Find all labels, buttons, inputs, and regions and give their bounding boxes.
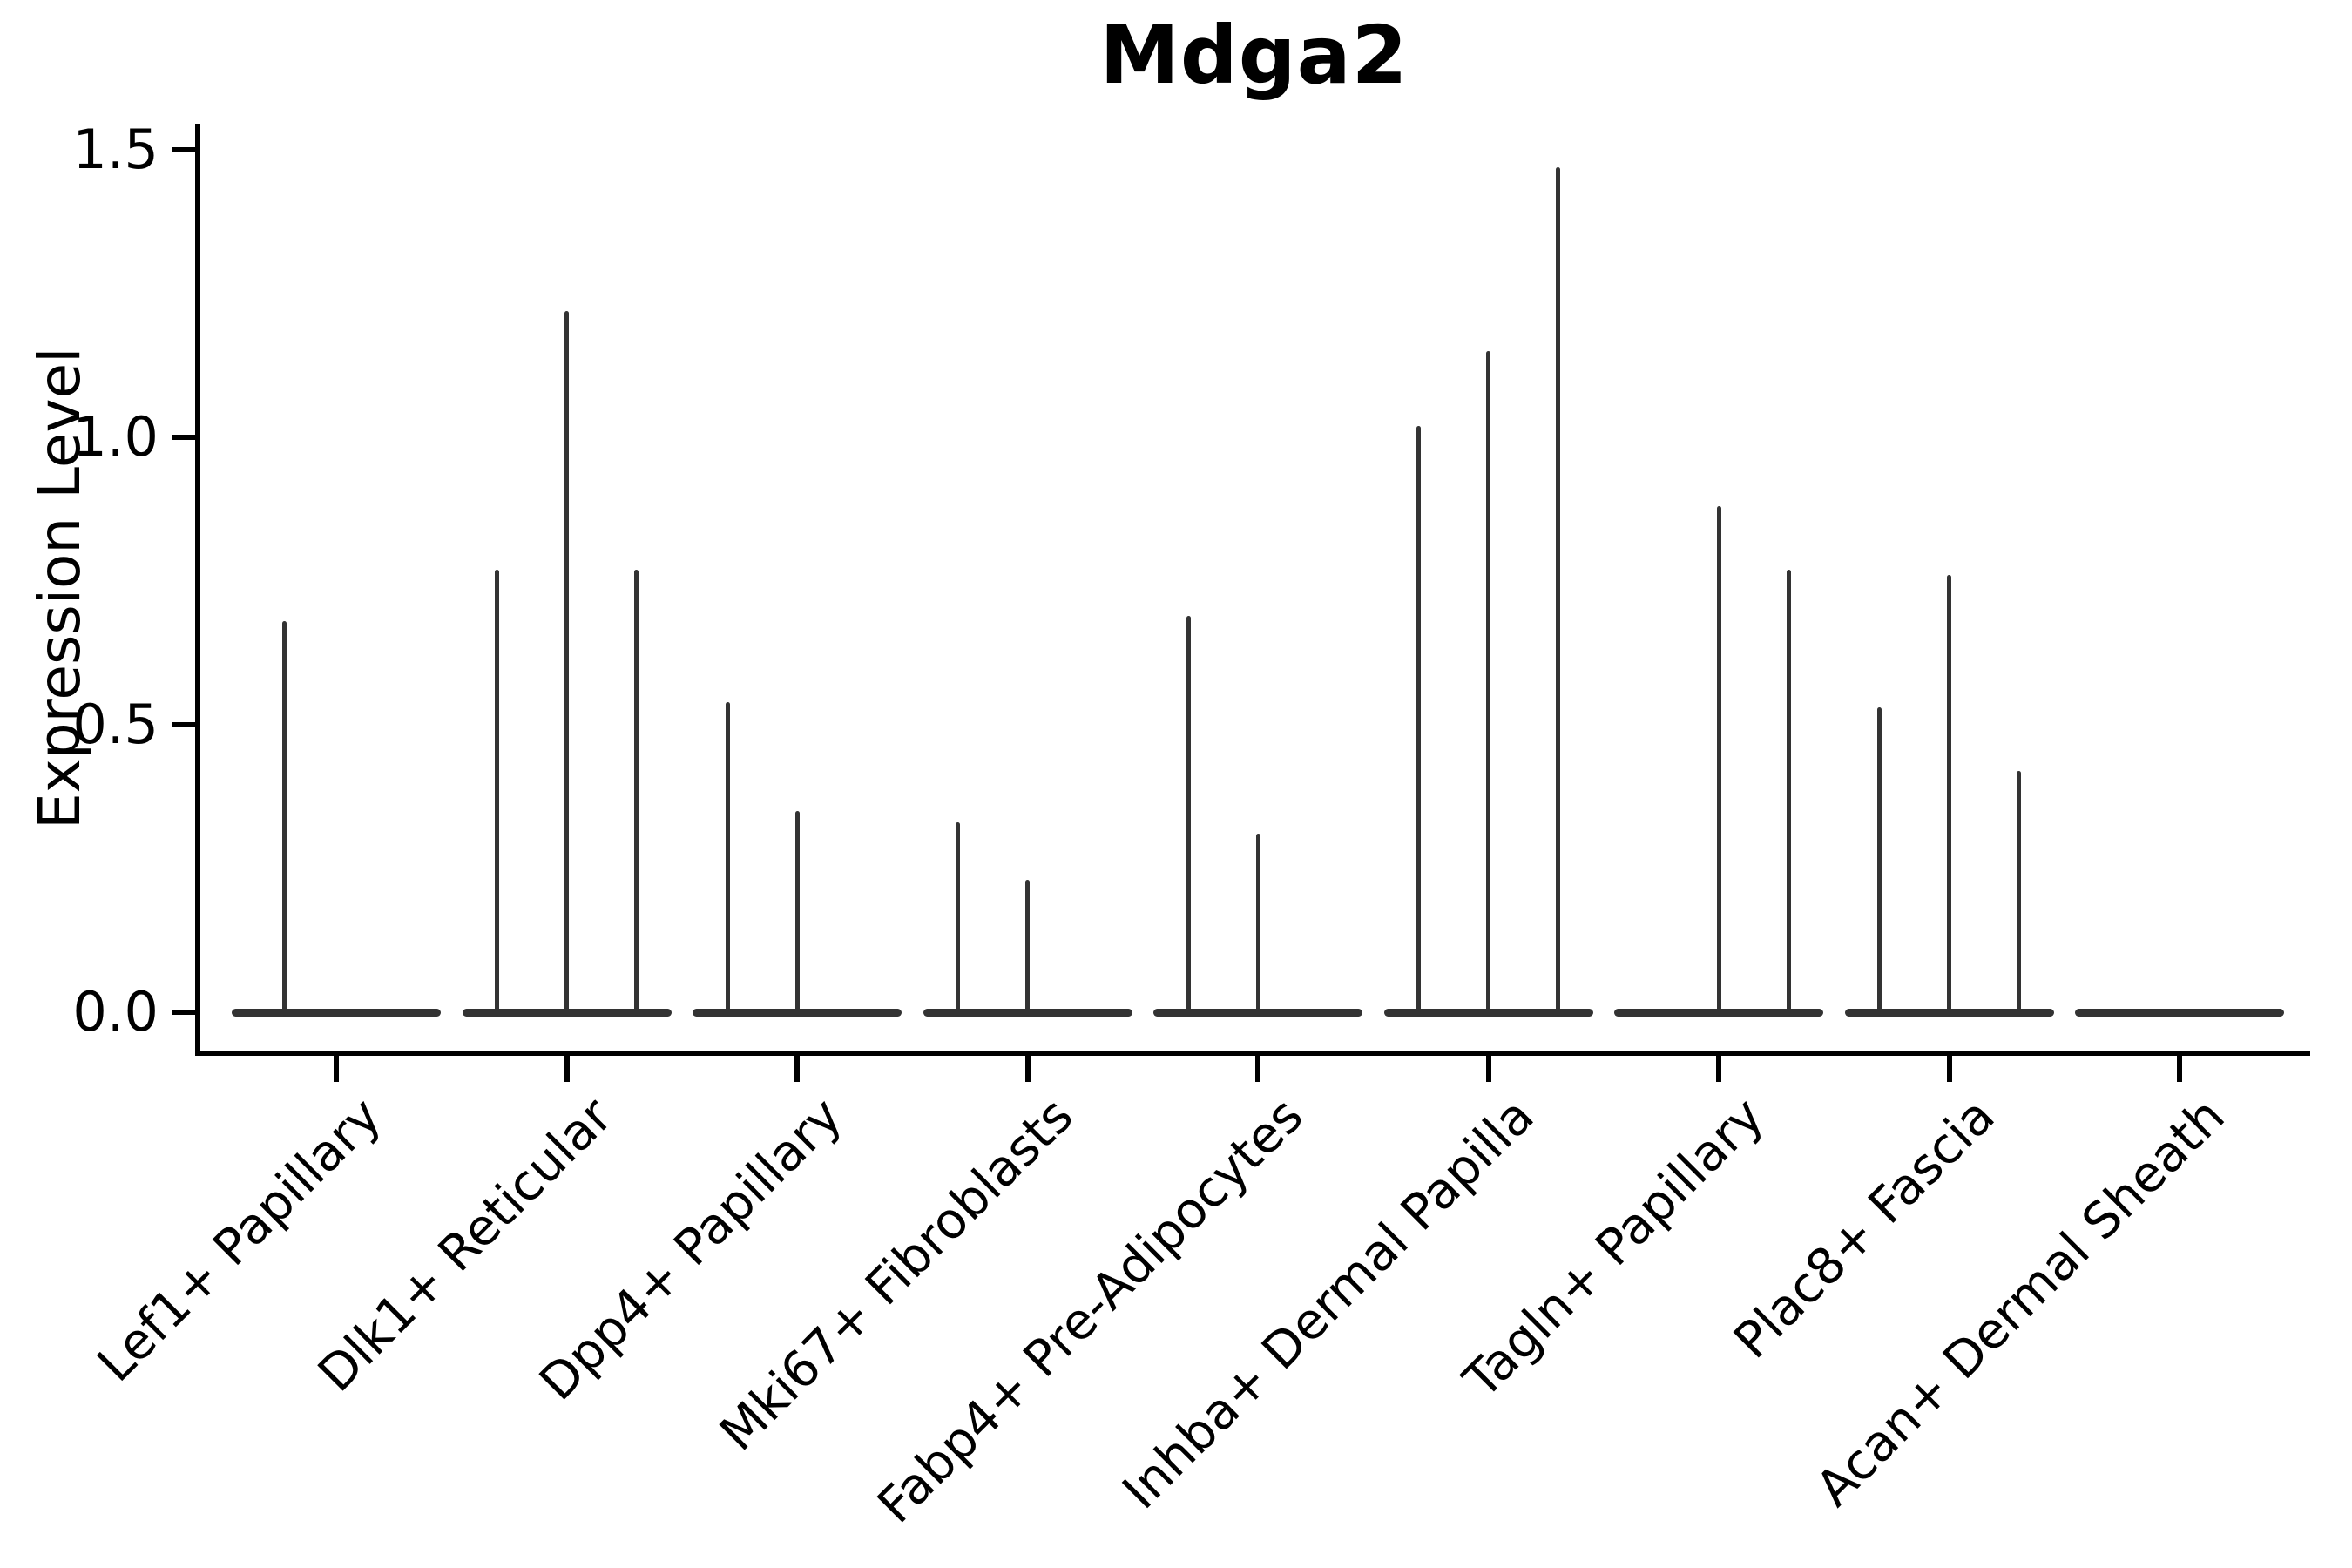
y-axis-line: [195, 124, 200, 1056]
violin-spike: [564, 310, 569, 1016]
violin-spike: [1025, 880, 1030, 1016]
chart-title: Mdga2: [1099, 9, 1409, 102]
y-tick: [172, 147, 198, 152]
x-tick: [2177, 1056, 2182, 1082]
y-tick-label: 0.5: [72, 693, 159, 756]
y-tick-label: 1.0: [72, 405, 159, 469]
x-axis-line: [195, 1051, 2310, 1056]
violin-spike: [1947, 575, 1951, 1016]
x-tick: [1255, 1056, 1260, 1082]
x-tick: [794, 1056, 800, 1082]
violin-spike: [2017, 770, 2021, 1016]
x-tick: [1946, 1056, 1952, 1082]
violin-spike: [1877, 707, 1882, 1016]
y-tick: [172, 435, 198, 440]
y-tick-label: 1.5: [72, 118, 159, 181]
violin-spike: [725, 701, 730, 1016]
violin-spike: [1416, 425, 1421, 1016]
violin-spike: [794, 811, 800, 1016]
violin-spike: [495, 569, 499, 1016]
violin-spike: [1186, 615, 1191, 1016]
x-tick-label: Dpp4+ Papillary: [528, 1086, 854, 1412]
violin-spike: [956, 822, 960, 1016]
x-tick: [564, 1056, 570, 1082]
violin-spike: [1716, 506, 1721, 1016]
violin-spike: [1556, 166, 1560, 1016]
y-tick-label: 0.0: [72, 980, 159, 1044]
violin-spike: [1255, 834, 1260, 1016]
x-tick-label: Acan+ Dermal Sheath: [1805, 1086, 2236, 1518]
x-tick-label: Tagln+ Papillary: [1452, 1086, 1775, 1409]
violin-spike: [281, 621, 287, 1016]
x-tick: [334, 1056, 339, 1082]
x-tick: [1716, 1056, 1721, 1082]
violin-spike: [1786, 569, 1791, 1016]
violin-spike: [1486, 351, 1490, 1016]
x-tick-label: Inhba+ Dermal Papilla: [1111, 1086, 1545, 1521]
x-tick-label: Mki67+ Fibroblasts: [708, 1086, 1085, 1463]
violin-body: [2075, 1008, 2284, 1017]
x-tick: [1024, 1056, 1031, 1082]
y-tick: [172, 1010, 198, 1015]
x-tick: [1485, 1056, 1491, 1082]
x-tick-label: Plac8+ Fascia: [1722, 1086, 2006, 1370]
x-tick-label: Dlk1+ Reticular: [307, 1086, 624, 1403]
x-tick-label: Fabp4+ Pre-Adipocytes: [867, 1086, 1315, 1535]
y-tick: [172, 722, 198, 727]
violin-body: [232, 1008, 441, 1017]
violin-spike: [634, 569, 639, 1016]
